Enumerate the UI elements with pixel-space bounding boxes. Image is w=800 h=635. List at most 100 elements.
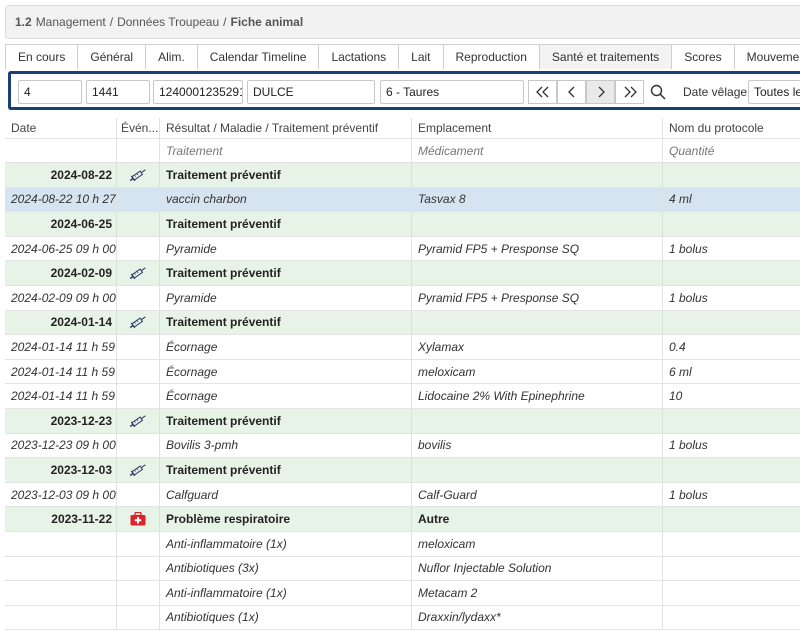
subheader-medication: Médicament xyxy=(412,139,663,162)
breadcrumb-item-herd-data[interactable]: Données Troupeau xyxy=(117,15,220,29)
column-header-event[interactable]: Évén... xyxy=(117,118,160,138)
table-row[interactable]: 2023-12-23 09 h 00 Bovilis 3-pmh bovilis 1 … xyxy=(5,433,800,459)
tab-alim[interactable]: Alim. xyxy=(146,44,198,69)
row-date xyxy=(5,581,117,605)
breadcrumb-item-management[interactable]: Management xyxy=(35,15,106,29)
column-header-date[interactable]: Date xyxy=(5,118,117,138)
row-protocol xyxy=(663,606,800,630)
row-result: Pyramide xyxy=(160,285,412,310)
table-row[interactable]: Antibiotiques (3x) Nuflor Injectable Solu… xyxy=(5,556,800,582)
tab-general[interactable]: Général xyxy=(78,44,147,69)
tab-lactations[interactable]: Lactations xyxy=(319,44,400,69)
search-button[interactable] xyxy=(646,80,670,104)
filter-field-1[interactable]: 4 xyxy=(18,80,82,104)
row-event xyxy=(117,556,160,581)
tab-sante-traitements[interactable]: Santé et traitements xyxy=(539,44,673,69)
row-event xyxy=(117,310,160,335)
row-date: 2023-12-23 09 h 00 xyxy=(5,433,117,458)
row-protocol: 1 bolus xyxy=(669,290,708,305)
table-group-row[interactable]: 2023-12-23 Traitement préventif xyxy=(5,408,800,434)
row-location: Calf-Guard xyxy=(412,482,663,507)
tab-lait[interactable]: Lait xyxy=(399,44,444,69)
syringe-icon xyxy=(128,315,148,329)
row-event xyxy=(117,581,160,605)
row-result: Traitement préventif xyxy=(160,408,412,433)
row-date: 2023-12-23 xyxy=(5,408,117,433)
row-result: Traitement préventif xyxy=(160,261,412,285)
row-location: Draxxin/lydaxx* xyxy=(412,605,663,630)
table-header: Date Évén... Résultat / Maladie / Traite… xyxy=(5,118,800,139)
syringe-icon xyxy=(128,168,148,182)
row-result: Traitement préventif xyxy=(160,458,412,482)
table-row[interactable]: Antibiotiques (1x) Draxxin/lydaxx* xyxy=(5,605,800,631)
row-result: Écornage xyxy=(160,335,412,359)
next-record-button[interactable] xyxy=(586,80,615,104)
row-protocol xyxy=(663,212,800,236)
tab-calendar-timeline[interactable]: Calendar Timeline xyxy=(197,44,320,69)
row-protocol: 1 bolus xyxy=(669,241,708,256)
row-event xyxy=(117,384,160,408)
table-group-row[interactable]: 2023-11-22 Problème respiratoire Autre xyxy=(5,507,800,532)
row-location: Xylamax xyxy=(412,335,663,359)
filter-field-3[interactable]: 1240001235291C xyxy=(153,80,243,104)
tab-en-cours[interactable]: En cours xyxy=(5,44,79,69)
syringe-icon xyxy=(128,463,148,477)
row-protocol xyxy=(663,311,800,335)
row-event xyxy=(117,408,160,433)
previous-record-button[interactable] xyxy=(557,80,586,104)
first-record-button[interactable] xyxy=(528,80,557,104)
table-row[interactable]: 2024-06-25 09 h 00 Pyramide Pyramid FP5 + … xyxy=(5,236,800,262)
row-date xyxy=(5,556,117,581)
period-select[interactable]: Toutes les xyxy=(748,80,800,104)
table-group-row[interactable]: 2024-01-14 Traitement préventif xyxy=(5,310,800,336)
row-result: Anti-inflammatoire (1x) xyxy=(160,581,412,605)
row-date: 2024-01-14 11 h 59 xyxy=(5,384,117,408)
row-result: Pyramide xyxy=(160,236,412,261)
table-row[interactable]: Anti-inflammatoire (1x) Metacam 2 xyxy=(5,581,800,606)
row-date xyxy=(5,605,117,630)
row-date: 2024-08-22 10 h 27 xyxy=(5,187,117,212)
group-field[interactable]: 6 - Taures xyxy=(380,80,524,104)
column-header-protocol[interactable]: Nom du protocole xyxy=(669,121,764,135)
row-event xyxy=(117,285,160,310)
double-chevron-left-icon xyxy=(535,86,548,98)
tab-reproduction[interactable]: Reproduction xyxy=(443,44,540,69)
animal-filter-bar: 4 1441 1240001235291C DULCE 6 - Taures D… xyxy=(8,71,800,110)
table-group-row[interactable]: 2024-06-25 Traitement préventif xyxy=(5,212,800,237)
row-event xyxy=(117,433,160,458)
row-protocol xyxy=(663,507,800,531)
tab-mouvements[interactable]: Mouvements xyxy=(734,44,800,69)
table-row[interactable]: Anti-inflammatoire (1x) meloxicam xyxy=(5,531,800,557)
row-date xyxy=(5,531,117,556)
breadcrumb-current: Fiche animal xyxy=(230,15,304,29)
filter-field-2[interactable]: 1441 xyxy=(86,80,150,104)
row-location xyxy=(412,163,663,187)
table-row[interactable]: 2024-01-14 11 h 59 Écornage Lidocaine 2% W… xyxy=(5,384,800,409)
column-header-result[interactable]: Résultat / Maladie / Traitement préventi… xyxy=(160,118,412,138)
table-group-row[interactable]: 2023-12-03 Traitement préventif xyxy=(5,458,800,483)
table-row[interactable]: 2024-02-09 09 h 00 Pyramide Pyramid FP5 + … xyxy=(5,285,800,311)
last-record-button[interactable] xyxy=(615,80,644,104)
search-icon xyxy=(650,84,666,100)
row-event xyxy=(117,605,160,630)
row-result: Antibiotiques (3x) xyxy=(160,556,412,581)
row-event xyxy=(117,236,160,261)
row-date: 2024-01-14 xyxy=(5,310,117,335)
table-row[interactable]: 2024-01-14 11 h 59 Écornage meloxicam 6 ml xyxy=(5,359,800,385)
table-row[interactable]: 2023-12-03 09 h 00 Calfguard Calf-Guard 1 b… xyxy=(5,482,800,508)
row-event xyxy=(117,187,160,212)
tab-scores[interactable]: Scores xyxy=(672,44,735,69)
row-location xyxy=(412,310,663,335)
animal-name-field[interactable]: DULCE xyxy=(247,80,375,104)
row-protocol xyxy=(663,261,800,285)
column-header-location[interactable]: Emplacement xyxy=(412,118,663,138)
table-group-row[interactable]: 2024-02-09 Traitement préventif xyxy=(5,261,800,286)
row-location: meloxicam xyxy=(412,531,663,556)
row-date: 2024-06-25 xyxy=(5,212,117,236)
table-row[interactable]: 2024-01-14 11 h 59 Écornage Xylamax 0.4 xyxy=(5,335,800,360)
row-event xyxy=(117,212,160,236)
table-row[interactable]: 2024-08-22 10 h 27 vaccin charbon Tasvax 8… xyxy=(5,187,800,213)
row-date: 2024-02-09 09 h 00 xyxy=(5,285,117,310)
table-group-row[interactable]: 2024-08-22 Traitement préventif xyxy=(5,163,800,188)
row-location: bovilis xyxy=(412,433,663,458)
